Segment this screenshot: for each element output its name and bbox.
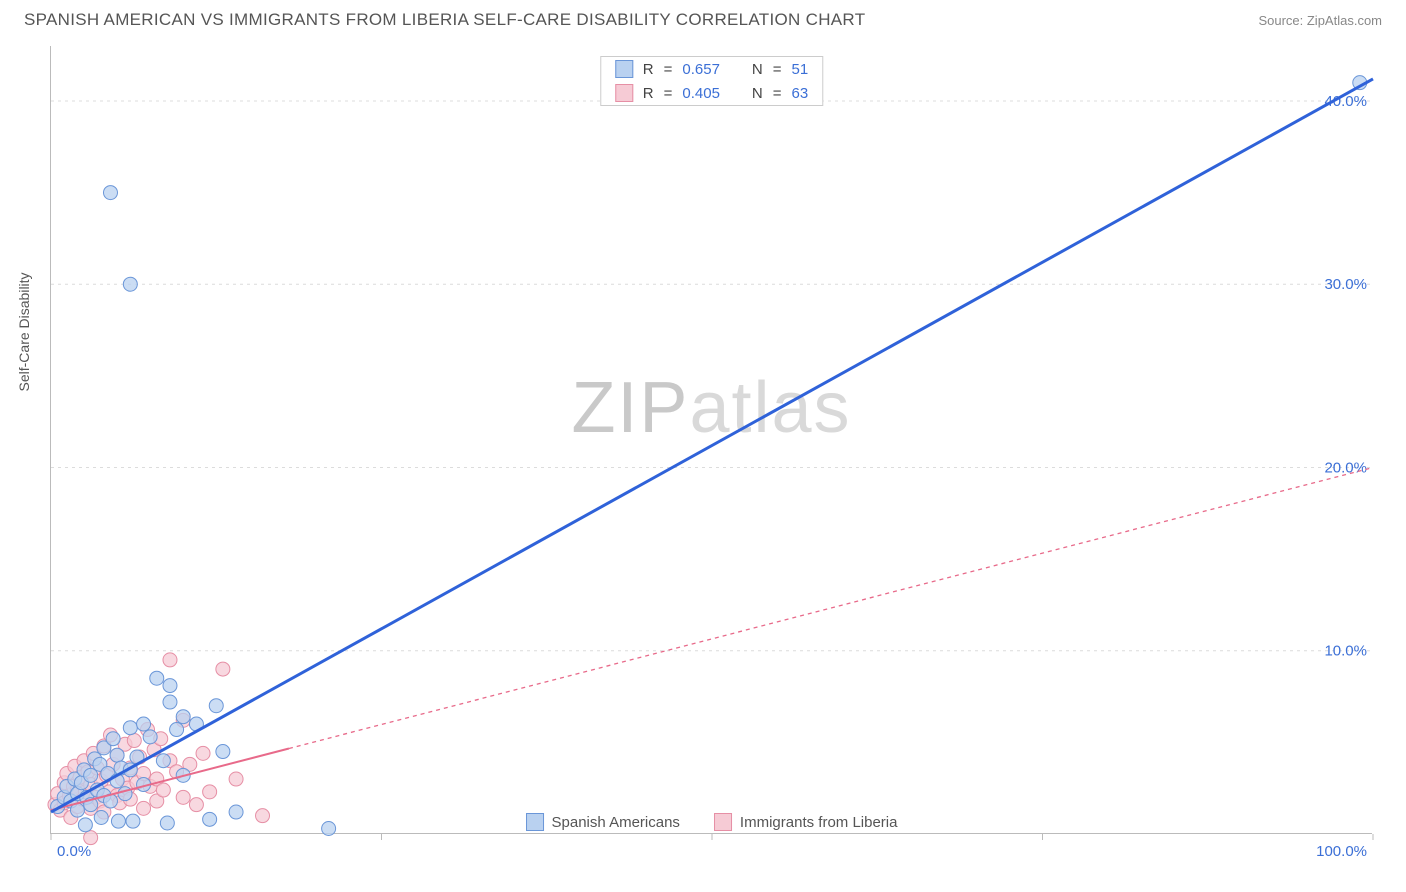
legend-item: Spanish Americans [526, 813, 680, 831]
legend-swatch [714, 813, 732, 831]
chart-container: Self-Care Disability ZIPatlas 10.0%20.0%… [22, 36, 1382, 866]
legend-item: Immigrants from Liberia [714, 813, 898, 831]
stat-n-label: N [752, 61, 763, 78]
legend-label: Spanish Americans [552, 814, 680, 831]
stat-n-label: N [752, 85, 763, 102]
stats-row: R=0.405N=63 [601, 81, 822, 105]
legend-label: Immigrants from Liberia [740, 814, 898, 831]
stat-r-label: R [643, 61, 654, 78]
svg-text:0.0%: 0.0% [57, 843, 91, 860]
chart-header: SPANISH AMERICAN VS IMMIGRANTS FROM LIBE… [0, 0, 1406, 36]
chart-source: Source: ZipAtlas.com [1258, 13, 1382, 28]
stats-legend: R=0.657N=51R=0.405N=63 [600, 56, 823, 106]
series-legend: Spanish Americans Immigrants from Liberia [526, 813, 898, 831]
stat-r-value: 0.405 [682, 85, 720, 102]
y-axis-label: Self-Care Disability [16, 272, 32, 391]
stat-n-value: 63 [792, 85, 809, 102]
chart-title: SPANISH AMERICAN VS IMMIGRANTS FROM LIBE… [24, 10, 865, 30]
stats-row: R=0.657N=51 [601, 57, 822, 81]
stat-n-value: 51 [792, 61, 809, 78]
svg-text:100.0%: 100.0% [1316, 843, 1367, 860]
legend-swatch [615, 84, 633, 102]
stat-r-label: R [643, 85, 654, 102]
stat-r-value: 0.657 [682, 61, 720, 78]
plot-area: ZIPatlas 10.0%20.0%30.0%40.0%0.0%100.0% … [50, 46, 1372, 834]
svg-text:30.0%: 30.0% [1324, 276, 1367, 293]
scatter-chart: 10.0%20.0%30.0%40.0%0.0%100.0% [51, 46, 1373, 834]
legend-swatch [526, 813, 544, 831]
svg-text:10.0%: 10.0% [1324, 643, 1367, 660]
legend-swatch [615, 60, 633, 78]
